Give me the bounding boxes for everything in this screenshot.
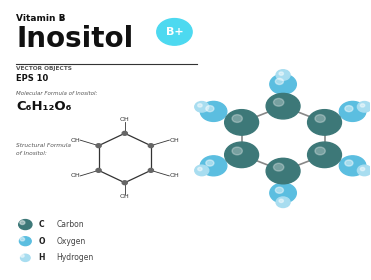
Text: Hydrogen: Hydrogen — [57, 253, 94, 262]
Circle shape — [339, 101, 366, 122]
Text: B+: B+ — [165, 27, 183, 37]
Circle shape — [148, 144, 154, 148]
Circle shape — [279, 199, 283, 202]
Circle shape — [275, 187, 283, 193]
Circle shape — [232, 115, 242, 122]
Text: OH: OH — [169, 138, 179, 143]
Text: VECTOR OBJECTS: VECTOR OBJECTS — [16, 66, 72, 71]
Circle shape — [195, 165, 209, 176]
Circle shape — [20, 254, 30, 262]
Text: OH: OH — [120, 117, 129, 122]
Circle shape — [345, 160, 353, 166]
Circle shape — [273, 163, 284, 171]
Circle shape — [157, 18, 192, 45]
Circle shape — [198, 167, 202, 171]
Circle shape — [273, 98, 284, 106]
Circle shape — [96, 144, 101, 148]
Circle shape — [308, 110, 341, 135]
Circle shape — [357, 165, 371, 176]
Circle shape — [308, 142, 341, 168]
Text: O: O — [38, 237, 45, 246]
Text: Structural Formula: Structural Formula — [16, 143, 71, 148]
Circle shape — [270, 183, 296, 203]
Circle shape — [339, 156, 366, 176]
Circle shape — [19, 220, 32, 230]
Text: EPS 10: EPS 10 — [16, 74, 48, 83]
Text: of Inositol:: of Inositol: — [16, 151, 47, 155]
Circle shape — [232, 147, 242, 155]
Text: OH: OH — [120, 194, 129, 199]
Circle shape — [276, 70, 290, 80]
Text: Vitamin B: Vitamin B — [16, 14, 66, 23]
Circle shape — [225, 110, 259, 135]
Text: 8: 8 — [60, 16, 64, 21]
Text: C: C — [38, 220, 44, 229]
Circle shape — [20, 255, 24, 257]
Text: Molecular Formula of Inositol:: Molecular Formula of Inositol: — [16, 91, 98, 96]
Circle shape — [200, 156, 227, 176]
Circle shape — [122, 181, 127, 185]
Text: Carbon: Carbon — [57, 220, 84, 229]
Text: OH: OH — [169, 173, 179, 178]
Circle shape — [315, 147, 325, 155]
Circle shape — [19, 237, 31, 246]
Circle shape — [96, 169, 101, 172]
Circle shape — [20, 237, 24, 241]
Circle shape — [345, 106, 353, 112]
Circle shape — [270, 74, 296, 94]
Circle shape — [206, 106, 214, 112]
Circle shape — [275, 78, 283, 85]
Text: Oxygen: Oxygen — [57, 237, 86, 246]
Circle shape — [357, 102, 371, 112]
Circle shape — [200, 101, 227, 122]
Circle shape — [360, 167, 365, 171]
Circle shape — [225, 142, 259, 168]
Circle shape — [266, 94, 300, 119]
Circle shape — [360, 104, 365, 107]
Circle shape — [20, 221, 25, 225]
Circle shape — [315, 115, 325, 122]
Circle shape — [206, 160, 214, 166]
Circle shape — [122, 131, 127, 135]
Text: Inositol: Inositol — [16, 25, 133, 53]
Circle shape — [198, 104, 202, 107]
Text: C₆H₁₂O₆: C₆H₁₂O₆ — [16, 100, 72, 113]
Circle shape — [279, 72, 283, 75]
Text: OH: OH — [70, 138, 80, 143]
Circle shape — [148, 169, 154, 172]
Text: OH: OH — [70, 173, 80, 178]
Circle shape — [276, 197, 290, 207]
Circle shape — [266, 158, 300, 184]
Text: H: H — [38, 253, 45, 262]
Circle shape — [195, 102, 209, 112]
